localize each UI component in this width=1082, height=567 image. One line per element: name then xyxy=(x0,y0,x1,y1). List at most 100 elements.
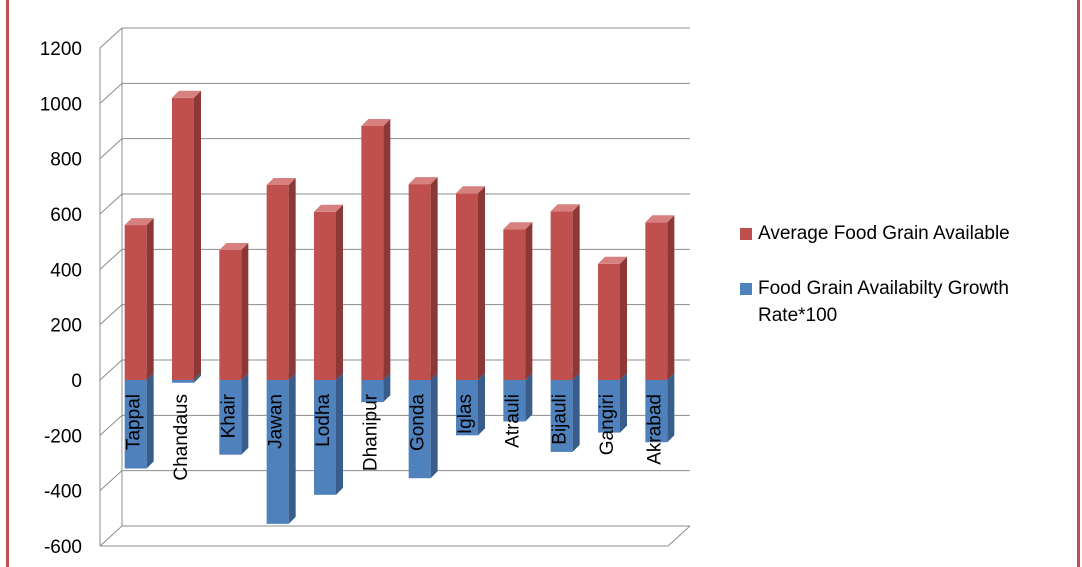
y-tick-label: -400 xyxy=(44,482,82,503)
x-category-label: Dhanipur xyxy=(360,393,381,471)
x-category-label: Tappal xyxy=(124,394,145,450)
x-category-label: Akrabad xyxy=(644,394,665,465)
bar-growth-rate-side xyxy=(383,373,391,403)
y-tick-label: 0 xyxy=(71,371,82,392)
grid-connector xyxy=(99,82,123,104)
bar-growth-rate xyxy=(266,380,289,524)
bar-average-food-grain-side xyxy=(572,204,580,380)
bar-growth-rate xyxy=(172,380,194,383)
bar-growth-rate-side xyxy=(430,373,438,479)
bar-growth-rate xyxy=(408,380,431,479)
bar-average-food-grain-top xyxy=(361,119,391,127)
bar-average-food-grain-side xyxy=(478,186,485,380)
bar-average-food-grain-top xyxy=(456,186,485,194)
bar-average-food-grain xyxy=(314,211,336,380)
bar-growth-rate xyxy=(361,380,384,403)
bar-average-food-grain xyxy=(598,263,620,380)
x-category-label: Iglas xyxy=(455,394,476,434)
bar-average-food-grain-side xyxy=(620,256,627,380)
legend-swatch-series-a xyxy=(740,228,752,240)
x-category-label: Chandaus xyxy=(171,394,192,481)
bar-average-food-grain-top xyxy=(550,204,580,212)
legend-label-series-b: Food Grain Availabilty Growth Rate*100 xyxy=(758,278,1009,326)
x-category-label: Gonda xyxy=(408,394,429,451)
bar-average-food-grain-side xyxy=(241,242,249,380)
bar-growth-rate-side xyxy=(336,373,343,495)
bar-growth-rate-side xyxy=(194,373,201,383)
y-tick-label: 1200 xyxy=(40,39,82,60)
grid-connector xyxy=(99,414,123,436)
bar-growth-rate-side xyxy=(241,373,249,455)
bar-growth-rate xyxy=(456,380,478,436)
bar-growth-rate xyxy=(503,380,526,422)
chart-legend: Average Food Grain Available Food Grain … xyxy=(740,220,1070,357)
bar-average-food-grain xyxy=(124,225,147,380)
grid-connector xyxy=(99,359,123,381)
frame-right-border xyxy=(1077,0,1080,567)
bar-average-food-grain xyxy=(361,126,384,381)
bar-average-food-grain-top xyxy=(598,256,627,264)
frame-left-border xyxy=(6,0,9,567)
bar-average-food-grain-top xyxy=(124,218,154,226)
bar-growth-rate xyxy=(598,380,620,433)
bar-average-food-grain xyxy=(266,184,289,380)
bar-average-food-grain-top xyxy=(503,222,533,230)
bar-growth-rate-side xyxy=(667,373,675,443)
bar-average-food-grain xyxy=(456,193,478,380)
x-category-label: Khair xyxy=(218,393,239,438)
bar-average-food-grain xyxy=(645,222,668,380)
y-tick-label: -600 xyxy=(44,537,82,558)
grid-connector xyxy=(99,525,123,547)
y-tick-label: 800 xyxy=(50,150,82,171)
floor-right-edge xyxy=(667,525,691,547)
bar-average-food-grain xyxy=(408,184,431,380)
bar-growth-rate xyxy=(550,380,573,452)
x-category-label: Bijauli xyxy=(550,394,571,445)
bar-average-food-grain-side xyxy=(525,222,533,380)
x-category-label: Jawan xyxy=(266,394,287,449)
bar-average-food-grain-top xyxy=(314,204,343,212)
bar-average-food-grain-side xyxy=(194,90,201,381)
legend-item-series-b: Food Grain Availabilty Growth Rate*100 xyxy=(740,275,1070,329)
bar-growth-rate xyxy=(645,380,668,443)
bar-average-food-grain-side xyxy=(430,177,438,380)
bar-growth-rate xyxy=(124,380,147,469)
bar-growth-rate-side xyxy=(620,373,627,433)
grid-connector xyxy=(99,248,123,270)
bar-growth-rate-side xyxy=(288,373,296,524)
x-category-label: Atrauli xyxy=(502,394,523,448)
legend-label-series-a: Average Food Grain Available xyxy=(758,223,1010,244)
bar-average-food-grain xyxy=(172,97,194,381)
y-tick-label: 600 xyxy=(50,205,82,226)
bar-average-food-grain-side xyxy=(336,204,343,380)
y-tick-label: 400 xyxy=(50,260,82,281)
bar-average-food-grain-top xyxy=(172,90,201,98)
bar-average-food-grain-top xyxy=(266,177,296,185)
grid-connector xyxy=(99,138,123,160)
y-tick-label: -200 xyxy=(44,426,82,447)
x-category-label: Lodha xyxy=(313,394,334,447)
legend-swatch-series-b xyxy=(740,283,752,295)
bar-growth-rate-side xyxy=(146,373,154,469)
bar-average-food-grain-top xyxy=(408,177,438,185)
y-tick-label: 200 xyxy=(50,316,82,337)
bar-average-food-grain-side xyxy=(383,119,391,381)
bar-average-food-grain-top xyxy=(219,242,249,250)
bar-average-food-grain xyxy=(503,229,526,380)
bar-average-food-grain-top xyxy=(645,215,675,223)
grid-connector xyxy=(99,304,123,326)
bar-growth-rate-side xyxy=(478,373,485,436)
bar-average-food-grain xyxy=(550,211,573,380)
legend-item-series-a: Average Food Grain Available xyxy=(740,220,1070,247)
bar-growth-rate xyxy=(314,380,336,495)
grid-connector xyxy=(99,193,123,215)
grid-connector xyxy=(99,27,123,49)
bar-growth-rate-side xyxy=(525,373,533,422)
bar-average-food-grain-side xyxy=(667,215,675,380)
bar-average-food-grain-side xyxy=(288,177,296,380)
bar-growth-rate-side xyxy=(572,373,580,452)
bar-average-food-grain xyxy=(219,249,242,380)
y-tick-label: 1000 xyxy=(40,94,82,115)
